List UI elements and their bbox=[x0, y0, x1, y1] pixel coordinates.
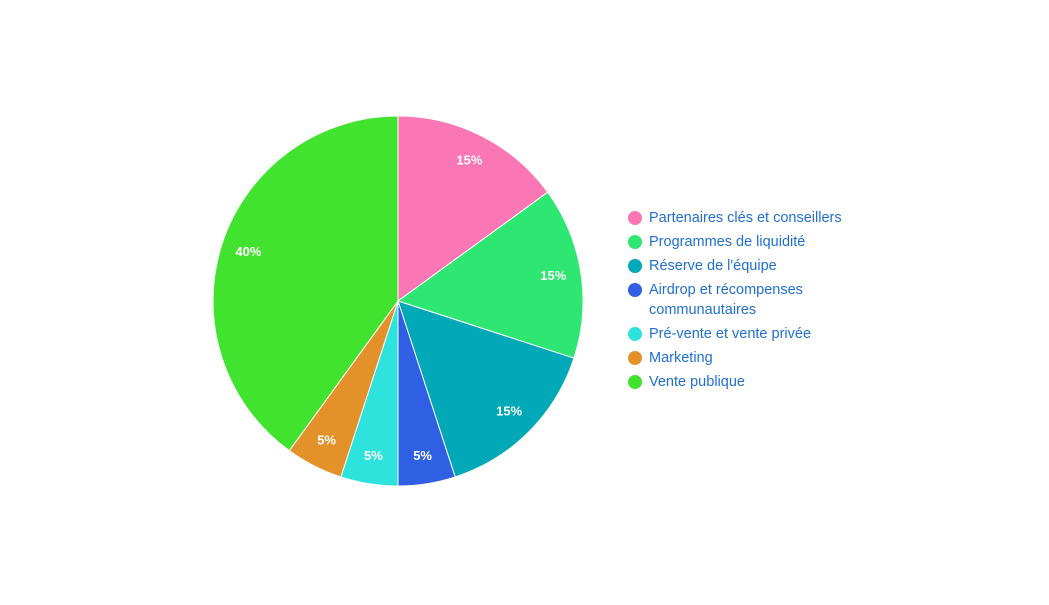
legend-marker bbox=[628, 259, 642, 273]
pie-slice bbox=[212, 115, 399, 452]
legend-label: Réserve de l'équipe bbox=[649, 258, 777, 274]
legend-marker bbox=[628, 351, 642, 365]
legend-item[interactable]: Partenaires clés et conseillers bbox=[628, 208, 859, 228]
data-label: 5% bbox=[413, 448, 432, 463]
legend-label: Programmes de liquidité bbox=[649, 234, 806, 250]
data-label: 15% bbox=[456, 152, 482, 167]
pie-slice bbox=[396, 191, 584, 359]
legend-item[interactable]: Marketing bbox=[628, 348, 859, 368]
data-label: 5% bbox=[317, 433, 336, 448]
legend-marker bbox=[628, 235, 642, 249]
legend-item[interactable]: Vente publique bbox=[628, 372, 859, 392]
legend-marker bbox=[628, 283, 642, 297]
legend-item[interactable]: Programmes de liquidité bbox=[628, 232, 859, 252]
legend-label: Vente publique bbox=[649, 374, 745, 390]
pie-slice bbox=[397, 300, 575, 478]
legend-marker bbox=[628, 211, 642, 225]
data-label: 15% bbox=[496, 404, 522, 419]
legend-marker bbox=[628, 327, 642, 341]
legend-item[interactable]: Pré-vente et vente privée bbox=[628, 324, 859, 344]
legend: Partenaires clés et conseillers Programme… bbox=[628, 208, 859, 396]
data-label: 15% bbox=[540, 268, 566, 283]
legend-item[interactable]: Réserve de l'équipe bbox=[628, 256, 859, 276]
legend-label: Partenaires clés et conseillers bbox=[649, 210, 842, 226]
legend-label: Airdrop et récompenses communautaires bbox=[649, 282, 803, 318]
data-label: 5% bbox=[364, 448, 383, 463]
legend-marker bbox=[628, 375, 642, 389]
pie-slice bbox=[397, 115, 549, 302]
legend-item[interactable]: Airdrop et récompenses communautaires bbox=[628, 280, 859, 320]
legend-label: Pré-vente et vente privée bbox=[649, 326, 812, 342]
legend-label: Marketing bbox=[649, 350, 713, 366]
data-label: 40% bbox=[235, 244, 261, 259]
